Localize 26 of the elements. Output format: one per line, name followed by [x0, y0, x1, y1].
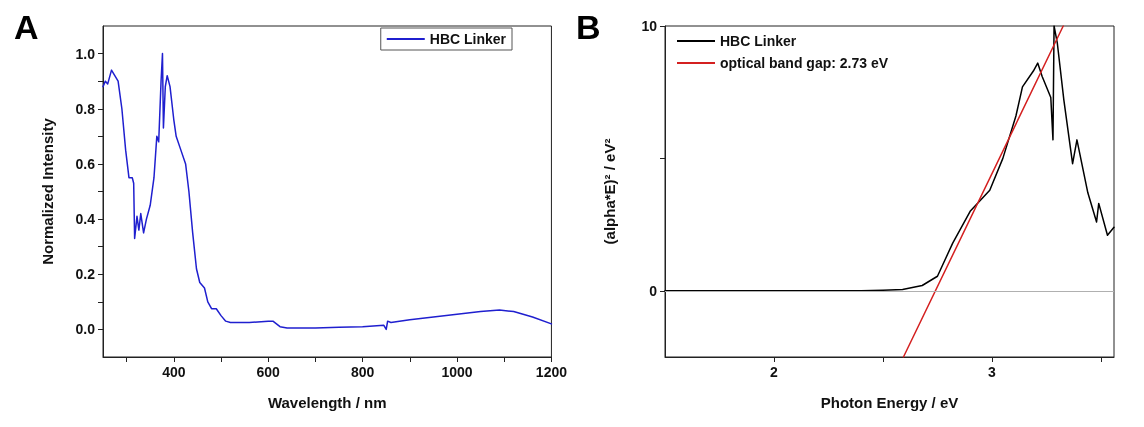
text: A [14, 8, 39, 46]
y-axis-title: Normalized Intensity [39, 117, 56, 265]
x-tick-label: 600 [256, 364, 281, 380]
legend-label: optical band gap: 2.73 eV [720, 55, 889, 71]
x-tick-label: 1000 [441, 364, 473, 380]
legend-label: HBC Linker [720, 33, 797, 49]
line-series [102, 52, 553, 331]
y-tick-label: 0 [649, 282, 658, 299]
x-tick-label: 400 [162, 364, 186, 380]
y-tick-label: 0.2 [75, 266, 96, 283]
y-tick-label: 1.0 [75, 45, 96, 62]
x-axis-title: Wavelength / nm [267, 394, 387, 411]
y-axis-title: (alpha*E)² / eV² [601, 138, 618, 245]
x-axis-title: Photon Energy / eV [820, 394, 959, 411]
y-tick-label: 0.8 [75, 100, 96, 117]
x-tick-label: 800 [350, 364, 375, 380]
y-tick-label: 0.4 [75, 211, 96, 228]
x-tick-label: 2 [770, 364, 779, 380]
legend-label: HBC Linker [429, 31, 507, 47]
x-tick-label: 3 [988, 364, 997, 380]
line-series [664, 25, 1115, 292]
y-tick-label: 0.0 [75, 321, 96, 338]
y-tick-label: 10 [641, 18, 658, 34]
y-tick-label: 0.6 [75, 155, 96, 172]
text: B [576, 8, 601, 46]
x-tick-label: 1200 [535, 364, 568, 380]
